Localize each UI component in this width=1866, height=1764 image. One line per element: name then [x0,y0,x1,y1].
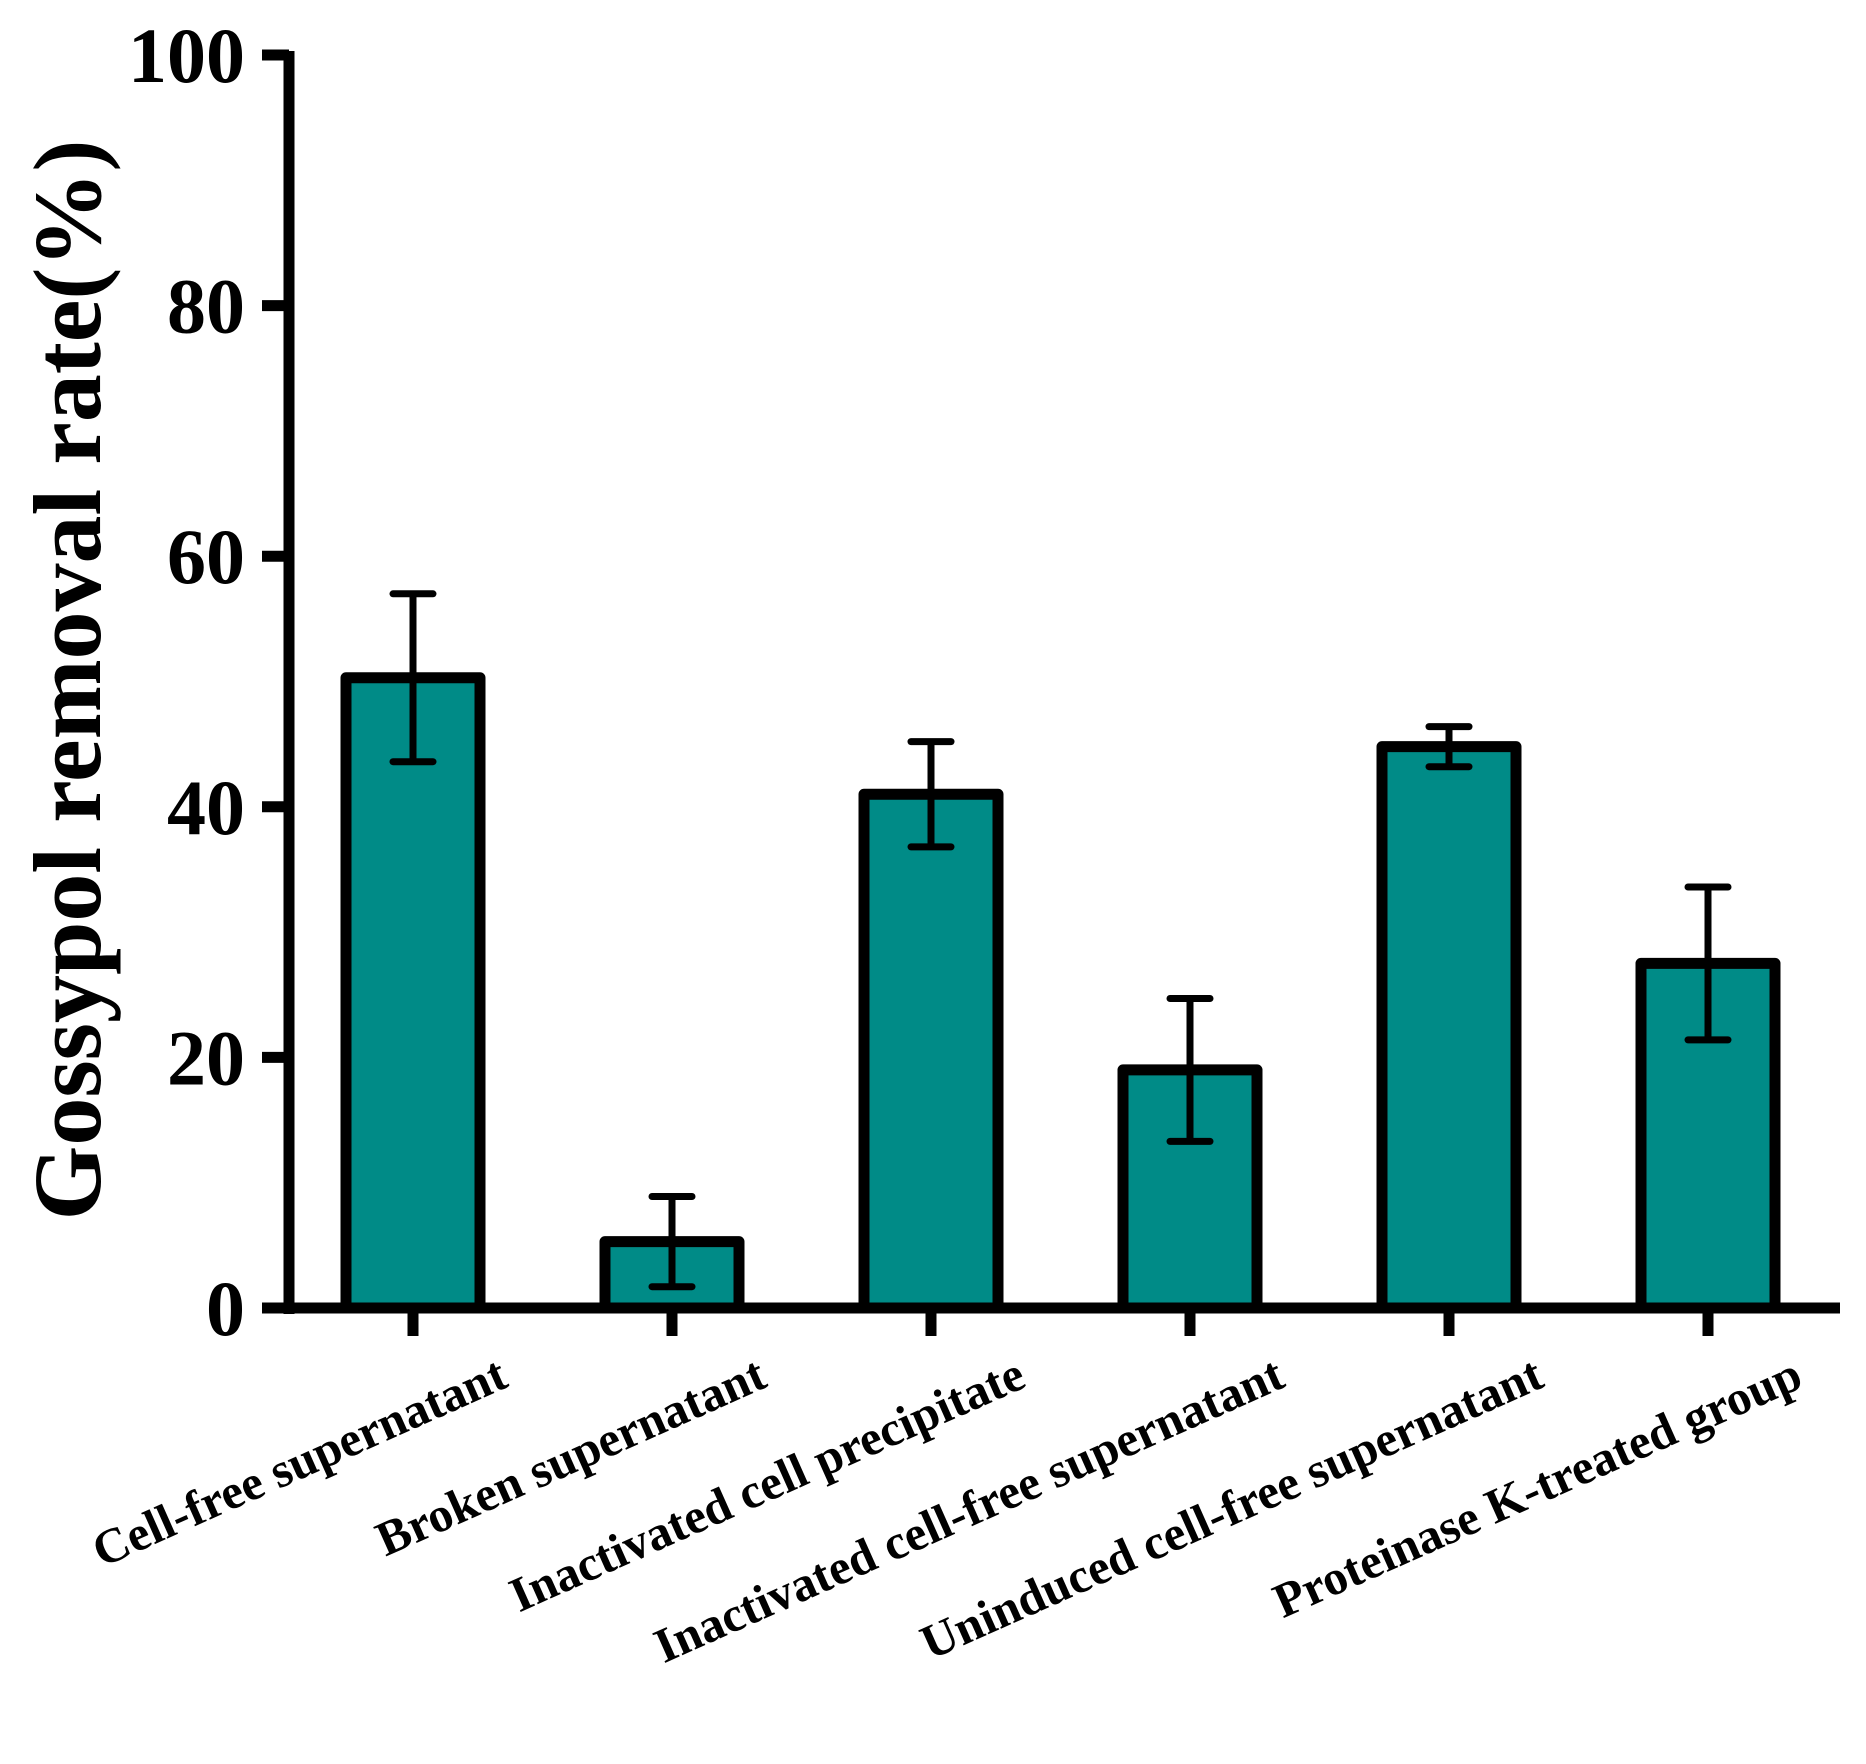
error-bars-group [389,590,1732,1291]
x-category-label: Cell-free supernatant [84,1346,515,1578]
y-tick-label: 40 [167,764,245,851]
y-tick-label: 80 [167,263,245,350]
y-tick-label: 100 [128,12,245,99]
y-tick-label: 0 [206,1265,245,1352]
y-ticks-group: 0 20 40 60 80 100 [128,12,289,1352]
y-tick-label: 20 [167,1014,245,1101]
y-tick-label: 60 [167,513,245,600]
bar [1376,741,1522,1314]
bar [858,788,1004,1314]
axes-group [262,51,1840,1314]
bars-group [340,672,1781,1314]
y-axis-title: Gossypol removal rate(%) [14,140,121,1221]
bar [340,672,486,1314]
x-ticks-group [407,1308,1714,1336]
